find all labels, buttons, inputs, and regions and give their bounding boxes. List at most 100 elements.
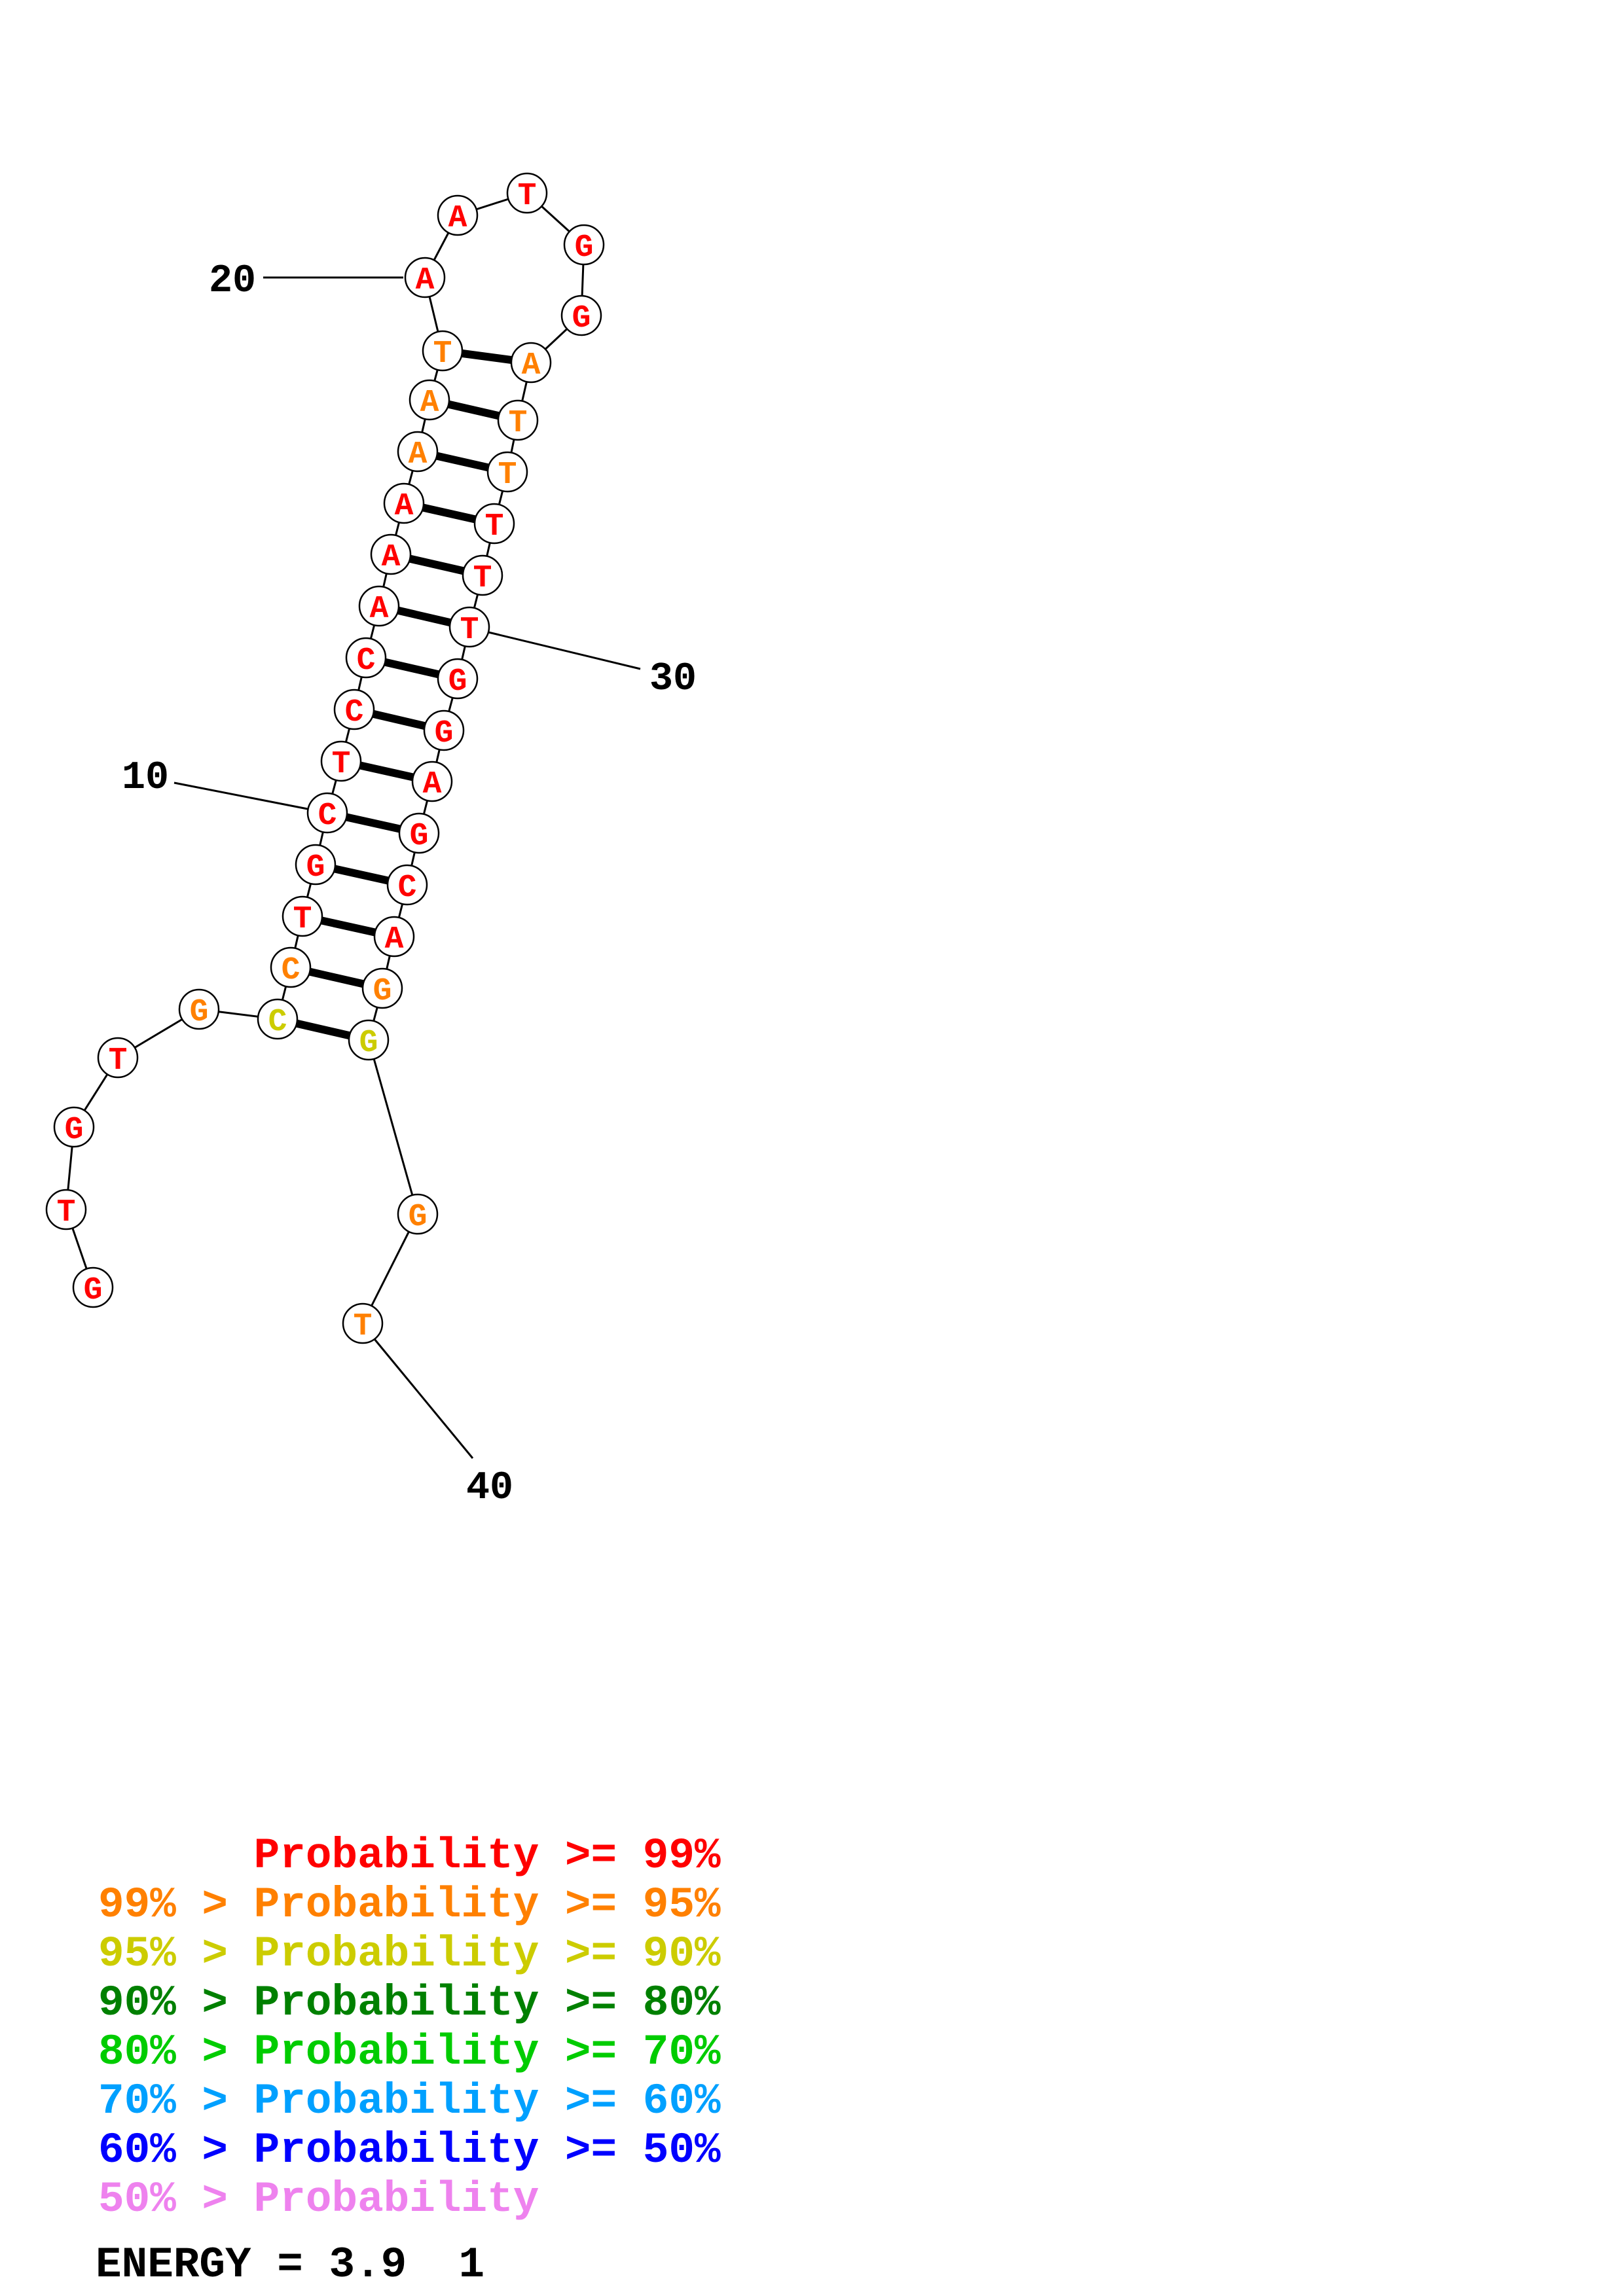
nucleotide-base-17: A [409, 437, 428, 473]
nucleotide-circle-5 [178, 988, 220, 1030]
nucleotide-base-19: T [433, 336, 452, 372]
nucleotide-base-4: T [109, 1043, 128, 1079]
energy-text: ENERGY = 3.9 1 [96, 2240, 485, 2289]
position-pointer-line [373, 1338, 474, 1459]
legend-line-yellow: 95% > Probability >= 90% [98, 1929, 721, 1979]
nucleotide-circle-23 [563, 224, 605, 266]
nucleotide-base-20: A [416, 263, 435, 298]
nucleotide-circle-39 [397, 1193, 439, 1235]
position-label-20: 20 [209, 259, 256, 304]
nucleotide-circle-7 [270, 946, 312, 988]
nucleotide-circle-25 [510, 342, 552, 384]
nucleotide-base-38: G [359, 1026, 378, 1061]
nucleotide-base-13: C [357, 643, 376, 679]
nucleotide-base-26: T [509, 406, 528, 441]
position-pointer-line [488, 631, 641, 670]
nucleotide-circle-33 [411, 761, 453, 802]
nucleotide-base-22: T [518, 179, 537, 214]
nucleotide-base-15: A [382, 540, 401, 575]
nucleotide-circle-10 [306, 792, 348, 834]
position-label-40: 40 [466, 1466, 513, 1511]
nucleotide-circle-31 [437, 658, 479, 700]
nucleotide-circle-16 [383, 482, 425, 524]
nucleotide-base-21: A [448, 201, 467, 236]
nucleotide-circle-12 [333, 689, 375, 730]
nucleotide-circle-28 [473, 503, 515, 545]
legend-line-lightblue: 70% > Probability >= 60% [98, 2077, 721, 2126]
position-number-labels: 20 10 30 40 [122, 259, 697, 1511]
legend-line-darkgreen: 90% > Probability >= 80% [98, 1979, 721, 2028]
nucleotide-base-5: G [190, 995, 209, 1030]
nucleotide-base-27: T [498, 457, 517, 493]
nucleotide-circle-2 [45, 1189, 87, 1230]
nucleotide-circle-21 [437, 194, 479, 236]
nucleotide-base-9: G [306, 850, 325, 886]
nucleotide-base-34: G [410, 819, 429, 854]
nucleotide-circle-38 [348, 1019, 390, 1061]
position-label-30: 30 [649, 657, 697, 702]
nucleotide-circle-13 [345, 637, 387, 679]
nucleotide-circle-30 [448, 606, 490, 648]
nucleotide-circle-40 [342, 1302, 384, 1344]
nucleotide-base-6: C [268, 1005, 287, 1040]
nucleotide-circle-3 [53, 1106, 95, 1148]
nucleotide-base-37: G [373, 974, 392, 1009]
nucleotide-circle-22 [506, 172, 548, 214]
nucleotide-base-39: G [409, 1200, 428, 1235]
nucleotide-base-35: C [398, 870, 417, 906]
nucleotide-circle-20 [404, 257, 446, 298]
nucleotide-base-14: A [370, 592, 389, 627]
nucleotide-base-31: G [448, 664, 467, 700]
nucleotide-base-12: C [345, 695, 364, 730]
nucleotide-base-8: T [293, 902, 312, 937]
nucleotide-base-28: T [485, 509, 504, 545]
nucleotide-circle-27 [486, 451, 528, 493]
legend-line-red: Probability >= 99% [98, 1831, 721, 1880]
nucleotide-base-25: A [522, 348, 541, 384]
nucleotide-base-30: T [460, 613, 479, 648]
nucleotide-base-32: G [435, 716, 454, 751]
nucleotide-circle-29 [462, 554, 503, 596]
backbone-segment [367, 1039, 419, 1215]
nucleotide-base-40: T [354, 1309, 373, 1344]
nucleotide-circle-36 [373, 916, 415, 958]
nucleotide-base-10: C [318, 798, 337, 834]
nucleotide-circle-32 [423, 709, 465, 751]
nucleotide-circle-18 [409, 379, 450, 421]
nucleotide-circle-34 [398, 812, 440, 854]
position-label-10: 10 [122, 756, 169, 800]
nucleotide-base-29: T [473, 561, 492, 596]
nucleotide-base-3: G [65, 1113, 84, 1148]
nucleotide-circle-8 [282, 895, 323, 937]
legend-line-green: 80% > Probability >= 70% [98, 2028, 721, 2077]
nucleotide-base-11: T [332, 747, 351, 782]
nucleotide-base-24: G [572, 301, 591, 336]
nucleotide-base-18: A [420, 386, 439, 421]
nucleotide-base-2: T [57, 1195, 76, 1230]
nucleotide-base-16: A [395, 489, 414, 524]
nucleotide-circle-35 [386, 864, 428, 906]
nucleotide-circle-15 [370, 533, 412, 575]
nucleotide-circle-6 [257, 998, 299, 1040]
position-pointer-line [173, 781, 308, 810]
nucleotide-circle-19 [422, 330, 464, 372]
position-pointer-lines [173, 276, 641, 1459]
legend-line-blue: 60% > Probability >= 50% [98, 2126, 721, 2175]
legend-line-orange: 99% > Probability >= 95% [98, 1880, 721, 1929]
nucleotide-base-7: C [282, 953, 301, 988]
nucleotide-circle-17 [397, 431, 439, 473]
nucleotide-circle-9 [295, 844, 337, 886]
legend-line-violet: 50% > Probability [98, 2175, 539, 2224]
nucleotide-circle-37 [361, 967, 403, 1009]
nucleotide-base-36: A [385, 922, 404, 958]
probability-legend: Probability >= 99% 99% > Probability >= 9… [98, 1831, 721, 2224]
nucleotide-base-23: G [575, 230, 594, 266]
nucleotide-circle-4 [97, 1037, 139, 1079]
nucleotide-circle-24 [560, 295, 602, 336]
nucleotide-circle-11 [320, 740, 362, 782]
nucleotide-circle-26 [497, 399, 539, 441]
nucleotide-circle-1 [72, 1266, 114, 1308]
